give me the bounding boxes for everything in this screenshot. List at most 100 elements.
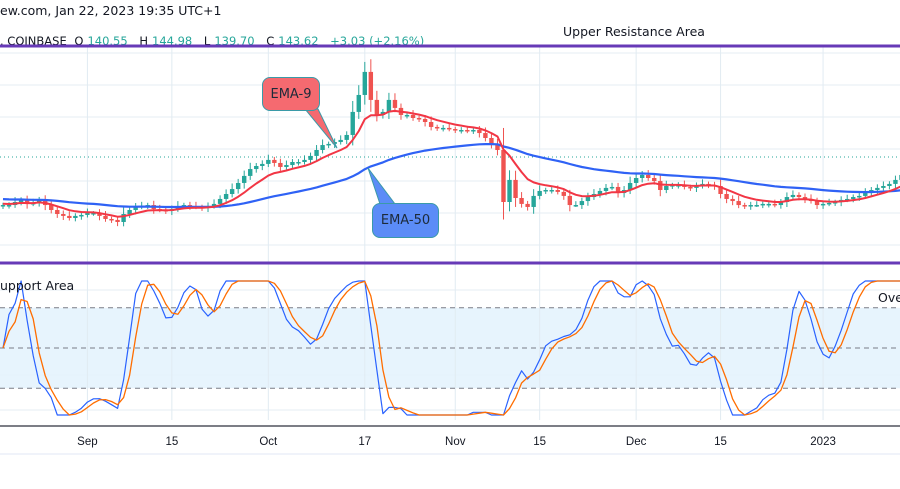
candle-body bbox=[296, 162, 301, 164]
candle-body bbox=[627, 182, 633, 190]
candle-body bbox=[887, 183, 892, 186]
candle-body bbox=[434, 126, 440, 129]
ema9-callout-pointer bbox=[303, 108, 338, 149]
candle-body bbox=[453, 129, 458, 131]
candle-body bbox=[115, 219, 120, 222]
candle-body bbox=[374, 99, 380, 115]
candle-body bbox=[338, 139, 343, 142]
candle-body bbox=[549, 190, 554, 192]
candle-body bbox=[133, 206, 138, 210]
candle-body bbox=[326, 143, 331, 146]
candle-body bbox=[302, 159, 307, 162]
candle-body bbox=[344, 134, 349, 140]
candle-body bbox=[790, 194, 796, 198]
candle-body bbox=[881, 186, 886, 188]
candle-body bbox=[103, 215, 108, 219]
stoch-d-line bbox=[2, 280, 900, 416]
candle-body bbox=[857, 195, 862, 198]
candle-body bbox=[278, 162, 283, 167]
candle-body bbox=[748, 205, 753, 207]
candle-body bbox=[784, 197, 790, 202]
candle-body bbox=[573, 205, 579, 207]
overbought-label: Ove bbox=[878, 290, 900, 305]
time-axis-tick-label: Nov bbox=[445, 436, 466, 448]
candle-body bbox=[615, 186, 621, 194]
candle-body bbox=[127, 210, 132, 214]
candle-body bbox=[826, 202, 832, 205]
candle-body bbox=[356, 94, 361, 112]
open-label: O bbox=[74, 34, 84, 48]
candle-body bbox=[483, 133, 488, 138]
candle-body bbox=[73, 215, 78, 218]
candle-body bbox=[658, 181, 663, 190]
high-label: H bbox=[139, 34, 148, 48]
candle-body bbox=[501, 150, 506, 202]
candle-body bbox=[211, 203, 217, 206]
time-axis-tick-label: 15 bbox=[714, 436, 727, 448]
time-axis-tick-label: 15 bbox=[165, 436, 178, 448]
candle-body bbox=[694, 186, 699, 188]
candle-body bbox=[489, 138, 494, 144]
candle-body bbox=[851, 197, 856, 199]
candle-body bbox=[832, 202, 838, 204]
time-axis-tick-label: Sep bbox=[77, 436, 97, 448]
candle-body bbox=[519, 198, 524, 204]
candle-body bbox=[567, 195, 573, 206]
candle-body bbox=[730, 198, 735, 202]
candle-body bbox=[724, 194, 729, 199]
ema50-callout-pointer bbox=[367, 167, 396, 205]
candle-body bbox=[875, 187, 880, 190]
candle-body bbox=[24, 199, 30, 204]
candle-body bbox=[0, 205, 6, 207]
candle-body bbox=[386, 99, 392, 112]
candle-body bbox=[308, 155, 313, 160]
time-axis-tick-label: 2023 bbox=[810, 436, 836, 448]
candle-body bbox=[55, 210, 60, 214]
candle-body bbox=[350, 111, 355, 135]
candle-body bbox=[229, 189, 235, 194]
candle-body bbox=[633, 178, 639, 183]
candle-body bbox=[863, 193, 868, 196]
candle-body bbox=[477, 130, 482, 134]
candle-body bbox=[121, 214, 126, 222]
candle-body bbox=[422, 118, 428, 122]
low-label: L bbox=[203, 34, 211, 48]
candle-body bbox=[320, 145, 325, 150]
candle-body bbox=[507, 179, 512, 202]
candle-body bbox=[646, 174, 651, 178]
candle-body bbox=[254, 166, 259, 170]
candle-body bbox=[362, 71, 367, 95]
candle-body bbox=[217, 198, 223, 204]
candle-body bbox=[91, 213, 96, 215]
candle-body bbox=[447, 127, 452, 130]
candle-body bbox=[187, 205, 193, 207]
candle-body bbox=[260, 163, 265, 166]
candle-body bbox=[760, 203, 765, 206]
candle-body bbox=[766, 203, 772, 206]
candle-body bbox=[814, 201, 820, 206]
candle-body bbox=[585, 197, 591, 202]
ema50-callout: EMA-50 bbox=[372, 203, 439, 238]
candle-body bbox=[778, 202, 784, 206]
candle-body bbox=[802, 197, 808, 199]
time-axis-tick-label: Dec bbox=[626, 436, 647, 448]
candle-body bbox=[796, 194, 802, 198]
candle-body bbox=[79, 214, 84, 217]
chart-source-timestamp: ew.com, Jan 22, 2023 19:35 UTC+1 bbox=[0, 3, 222, 18]
candle-body bbox=[266, 159, 271, 164]
candle-body bbox=[223, 194, 229, 199]
candle-body bbox=[718, 186, 723, 194]
candle-body bbox=[410, 114, 416, 118]
candle-body bbox=[109, 218, 114, 221]
ema9-callout: EMA-9 bbox=[262, 77, 320, 111]
candle-body bbox=[555, 190, 560, 192]
ema9-line bbox=[2, 109, 900, 218]
candle-body bbox=[688, 186, 693, 189]
candle-body bbox=[603, 187, 609, 191]
candle-body bbox=[772, 203, 778, 206]
candle-body bbox=[579, 201, 585, 206]
candle-body bbox=[664, 186, 669, 190]
candle-body bbox=[6, 205, 12, 207]
candle-body bbox=[61, 214, 66, 216]
